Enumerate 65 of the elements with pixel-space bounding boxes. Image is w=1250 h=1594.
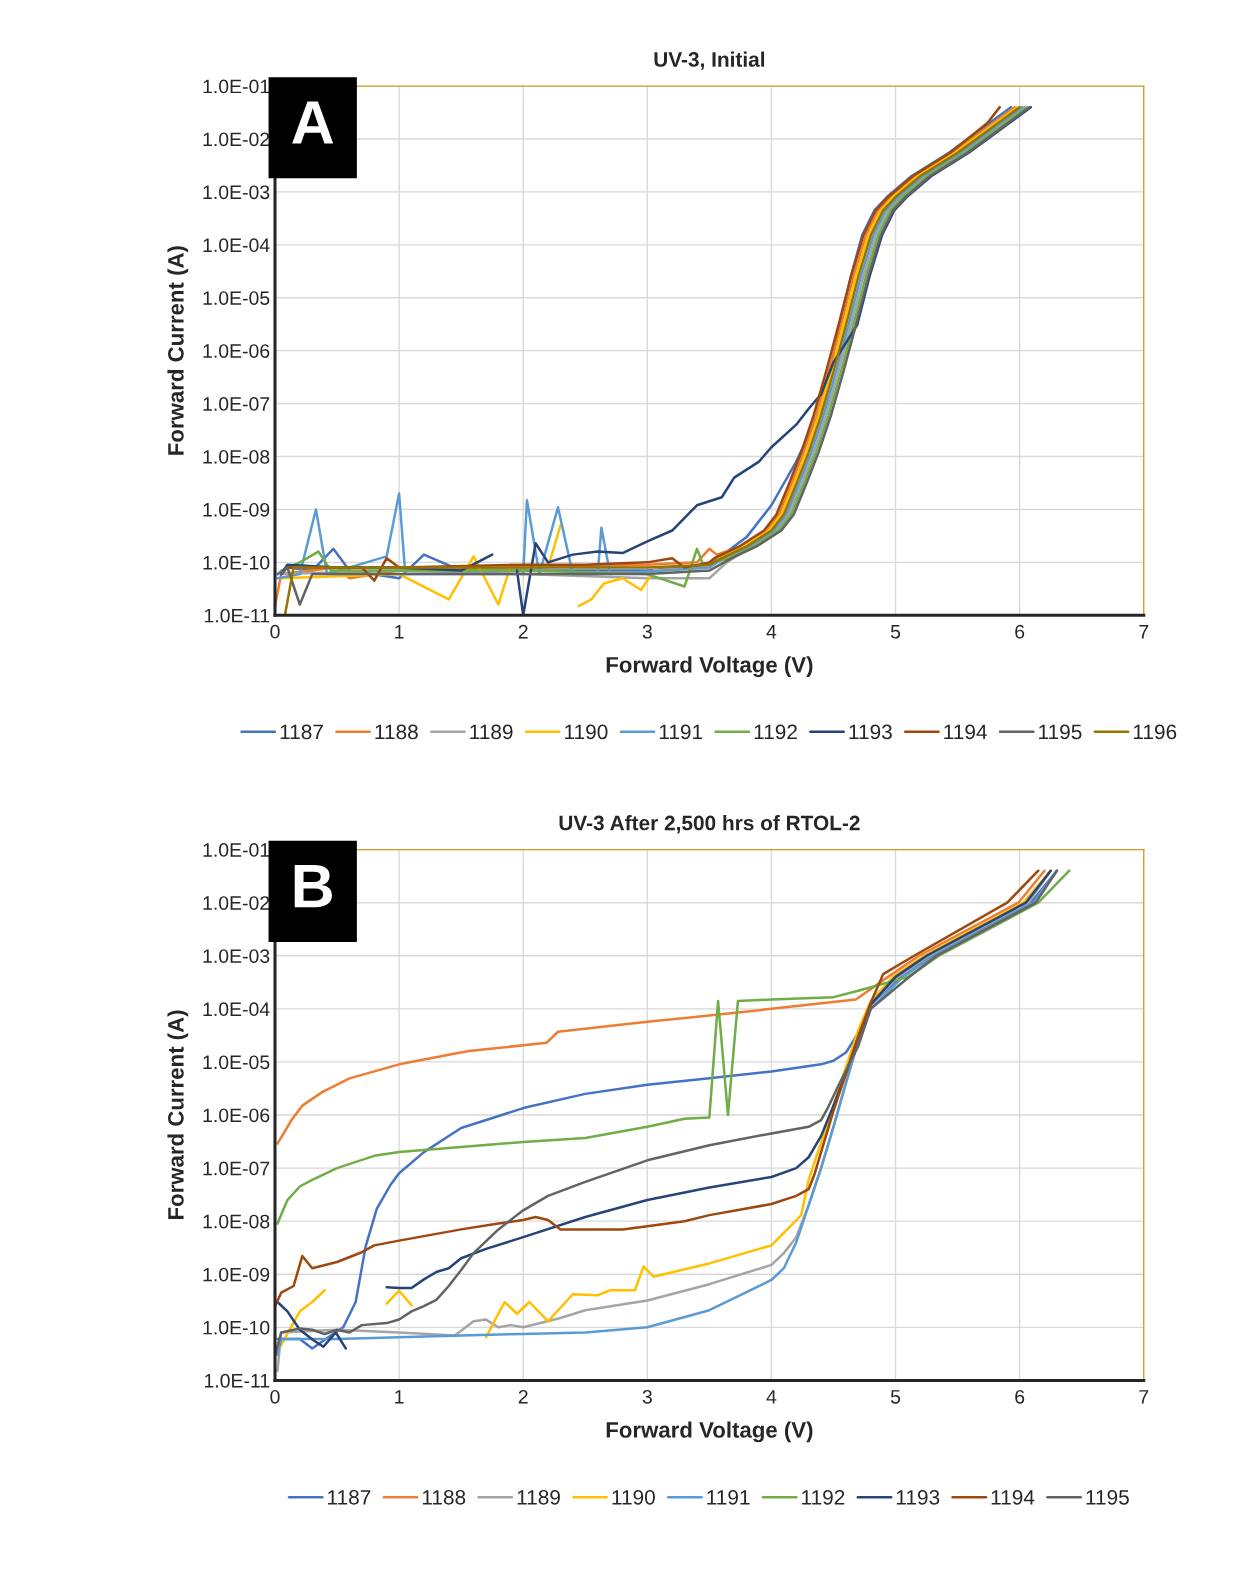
y-tick-label: 1.0E-10 — [203, 1320, 270, 1335]
legend-label: 1196 — [1133, 724, 1177, 740]
legend-label: 1189 — [517, 1489, 560, 1505]
x-tick-label: 1 — [395, 625, 404, 639]
legend-label: 1187 — [328, 1489, 371, 1505]
x-tick-label: 4 — [766, 1390, 777, 1404]
x-tick-label: 7 — [1139, 625, 1149, 639]
x-tick-label: 7 — [1139, 1390, 1149, 1404]
y-tick-label: 1.0E-05 — [203, 1055, 270, 1070]
legend-label: 1188 — [375, 724, 418, 740]
x-tick-label: 4 — [766, 625, 777, 639]
chart-title: UV-3 After 2,500 hrs of RTOL-2 — [559, 815, 860, 834]
x-tick-label: 3 — [642, 624, 652, 639]
legend-label: 1190 — [612, 1489, 655, 1505]
x-tick-label: 0 — [270, 1389, 280, 1404]
y-tick-label: 1.0E-05 — [203, 291, 270, 305]
legend-label: 1192 — [802, 1489, 845, 1505]
x-tick-label: 3 — [642, 1389, 652, 1404]
y-tick-label: 1.0E-01 — [203, 79, 270, 94]
y-tick-label: 1.0E-08 — [203, 449, 270, 464]
x-tick-label: 1 — [395, 1390, 404, 1404]
legend-label: 1195 — [1086, 1489, 1129, 1505]
legend-label: 1188 — [422, 1489, 466, 1505]
legend-label: 1194 — [944, 724, 987, 740]
y-tick-label: 1.0E-01 — [203, 843, 270, 857]
legend-label: 1191 — [707, 1489, 750, 1505]
y-tick-label: 1.0E-06 — [203, 1108, 270, 1123]
y-axis-title: Forward Current (A) — [167, 1010, 189, 1220]
legend-label: 1192 — [754, 724, 797, 740]
y-axis-title: Forward Current (A) — [167, 246, 189, 455]
y-tick-label: 1.0E-09 — [203, 502, 270, 517]
x-tick-label: 0 — [270, 624, 280, 639]
y-tick-label: 1.0E-09 — [203, 1267, 270, 1282]
legend-label: 1195 — [1039, 724, 1082, 740]
legend-label: 1190 — [565, 724, 608, 740]
x-tick-label: 6 — [1015, 624, 1025, 639]
y-tick-label: 1.0E-06 — [203, 344, 270, 358]
y-tick-label: 1.0E-03 — [203, 185, 270, 200]
x-tick-label: 5 — [890, 625, 901, 639]
y-tick-label: 1.0E-03 — [203, 949, 270, 963]
y-tick-label: 1.0E-07 — [203, 1161, 270, 1176]
x-tick-label: 5 — [890, 1390, 901, 1404]
y-tick-label: 1.0E-02 — [203, 132, 270, 147]
y-tick-label: 1.0E-02 — [203, 896, 270, 910]
legend-label: 1193 — [896, 1489, 940, 1505]
x-tick-label: 2 — [518, 1389, 528, 1404]
annotation: B — [294, 865, 332, 908]
chart-title: UV-3, Initial — [654, 51, 765, 70]
annotation: A — [292, 101, 334, 144]
y-tick-label: 1.0E-07 — [203, 397, 270, 411]
x-axis-title: Forward Voltage (V) — [606, 1421, 813, 1443]
x-tick-label: 2 — [518, 624, 528, 639]
y-tick-label: 1.0E-08 — [203, 1214, 270, 1229]
y-tick-label: 1.0E-11 — [204, 608, 270, 623]
x-tick-label: 6 — [1015, 1389, 1025, 1404]
y-tick-label: 1.0E-10 — [203, 555, 270, 570]
legend-label: 1187 — [280, 724, 323, 740]
y-tick-label: 1.0E-04 — [203, 1002, 270, 1017]
legend-label: 1193 — [849, 724, 892, 740]
y-tick-label: 1.0E-11 — [204, 1373, 270, 1388]
legend-label: 1191 — [659, 724, 703, 740]
legend-label: 1194 — [991, 1489, 1035, 1505]
y-tick-label: 1.0E-04 — [203, 238, 270, 253]
x-axis-title: Forward Voltage (V) — [606, 656, 813, 678]
legend-label: 1189 — [470, 724, 513, 740]
